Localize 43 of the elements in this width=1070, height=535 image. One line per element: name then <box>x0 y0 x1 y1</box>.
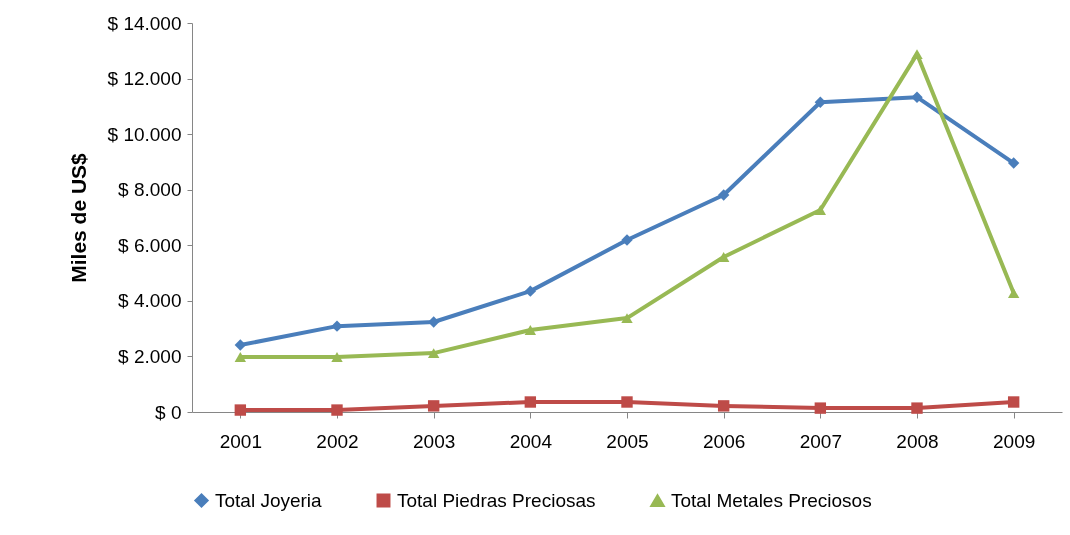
y-tick-label: $ 8.000 <box>118 179 182 201</box>
point <box>427 400 440 412</box>
point <box>234 404 247 416</box>
point <box>524 396 537 408</box>
y-tick-label: $ 10.000 <box>107 123 182 145</box>
point <box>717 189 730 201</box>
point <box>911 402 923 414</box>
point <box>814 402 827 414</box>
y-axis-title: Miles de US$ <box>66 152 90 283</box>
point <box>621 234 633 246</box>
x-tick-label: 2006 <box>703 430 746 452</box>
point <box>234 352 247 362</box>
y-tick-label: $ 2.000 <box>118 345 182 367</box>
legend-label: Total Metales Preciosos <box>671 489 872 511</box>
point <box>1007 157 1020 169</box>
point <box>911 91 923 103</box>
y-tick-label: $ 4.000 <box>118 290 182 312</box>
point <box>621 313 633 324</box>
x-tick-label: 2009 <box>993 430 1036 452</box>
x-tick-label: 2001 <box>219 430 262 452</box>
point <box>427 348 440 359</box>
point <box>331 352 343 362</box>
y-tick-label: $ 12.000 <box>107 68 182 90</box>
y-tick-label: $ 0 <box>155 401 182 423</box>
legend-label: Total Piedras Preciosas <box>397 489 596 511</box>
x-tick-label: 2007 <box>799 430 842 452</box>
y-tick-label: $ 6.000 <box>118 234 182 256</box>
point <box>717 400 730 412</box>
point <box>1007 396 1020 408</box>
point <box>621 396 633 408</box>
x-tick-label: 2003 <box>413 430 456 452</box>
x-tick-label: 2004 <box>509 430 553 452</box>
x-tick-label: 2008 <box>896 430 939 452</box>
point <box>911 49 923 60</box>
legend-label: Total Joyeria <box>215 489 323 511</box>
y-tick-label: $ 14.000 <box>107 12 182 34</box>
point <box>331 404 343 416</box>
point <box>814 205 827 215</box>
x-tick-label: 2005 <box>606 430 649 452</box>
x-tick-label: 2002 <box>316 430 359 452</box>
point <box>524 285 537 297</box>
point <box>524 325 537 335</box>
point <box>1007 288 1020 299</box>
